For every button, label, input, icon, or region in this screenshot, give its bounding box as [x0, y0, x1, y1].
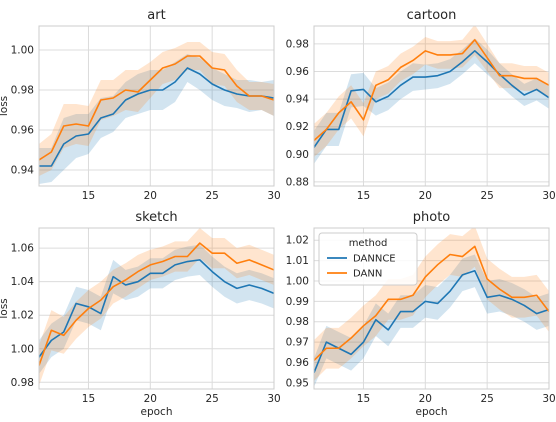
x-tick-label: 25 — [480, 393, 493, 405]
x-tick-label: 20 — [419, 190, 432, 202]
y-tick-label: 1.00 — [11, 45, 34, 57]
x-tick-label: 15 — [357, 190, 370, 202]
y-tick-label: 1.01 — [286, 255, 309, 267]
y-tick-label: 0.94 — [286, 94, 310, 106]
y-tick-label: 0.96 — [286, 357, 310, 369]
y-tick-label: 0.99 — [286, 296, 309, 308]
plot-area — [39, 26, 274, 186]
x-tick-label: 20 — [144, 393, 157, 405]
legend-label-dann: DANN — [353, 269, 382, 280]
x-tick-label: 30 — [267, 190, 280, 202]
panel-title: cartoon — [407, 8, 457, 23]
y-tick-label: 0.97 — [286, 337, 309, 349]
y-tick-label: 0.98 — [286, 38, 309, 50]
x-tick-label: 25 — [480, 190, 493, 202]
y-tick-label: 1.00 — [286, 275, 309, 287]
series-group — [39, 42, 274, 184]
y-tick-label: 0.98 — [286, 316, 309, 328]
series-line-dannce — [314, 269, 549, 374]
y-tick-label: 0.98 — [11, 377, 34, 389]
legend-title: method — [349, 238, 388, 249]
series-line-dann — [39, 242, 274, 366]
panel-photo: 15 20 25 30 0.95 0.96 0.97 0.98 0.99 1.00 1.01 1.02… — [286, 210, 556, 418]
plot-area — [39, 228, 274, 389]
y-tick-label: 1.04 — [11, 276, 35, 288]
y-tick-label: 0.92 — [286, 121, 309, 133]
panel-title: sketch — [135, 210, 177, 225]
x-axis-label: epoch — [141, 406, 173, 418]
y-tick-label: 1.00 — [11, 343, 34, 355]
x-axis-label: epoch — [416, 406, 448, 418]
plot-border — [38, 227, 275, 390]
confidence-band-dannce — [314, 254, 549, 387]
y-tick-label: 0.96 — [11, 125, 35, 137]
series-line-dannce — [39, 67, 274, 167]
confidence-band-dann — [314, 26, 549, 158]
series-group — [314, 228, 549, 387]
confidence-band-dannce — [314, 38, 549, 164]
y-tick-label: 0.96 — [286, 66, 310, 78]
confidence-band-dann — [39, 228, 274, 386]
x-tick-label: 15 — [82, 393, 95, 405]
plot-border — [313, 227, 550, 390]
plot-border — [38, 25, 275, 187]
y-tick-label: 0.98 — [11, 85, 34, 97]
x-tick-label: 30 — [542, 393, 555, 405]
confidence-band-dannce — [39, 54, 274, 184]
panel-title: photo — [413, 210, 451, 225]
y-tick-label: 0.94 — [11, 165, 35, 177]
x-tick-label: 15 — [357, 393, 370, 405]
x-tick-label: 30 — [267, 393, 280, 405]
confidence-band-dann — [314, 228, 549, 381]
series-line-dann — [314, 38, 549, 142]
y-axis-label: loss — [0, 298, 10, 318]
panel-sketch: 15 20 25 30 0.98 1.00 1.02 1.04 1.06 sketch loss ep… — [0, 210, 281, 418]
panel-cartoon: 15 20 25 30 0.88 0.90 0.92 0.94 0.96 0.98 cartoon — [286, 8, 556, 202]
series-line-dann — [314, 245, 549, 362]
confidence-band-dann — [39, 42, 274, 176]
legend: method DANNCE DANN — [318, 232, 418, 286]
series-group — [314, 26, 549, 164]
panel-title: art — [147, 8, 165, 23]
y-tick-label: 0.88 — [286, 176, 309, 188]
series-line-dannce — [314, 50, 549, 148]
y-tick-label: 1.06 — [11, 243, 35, 255]
x-tick-label: 25 — [205, 393, 218, 405]
y-axis-label: loss — [0, 96, 10, 116]
panel-art: 15 20 25 30 0.94 0.96 0.98 1.00 art loss — [0, 8, 281, 202]
plot-border — [313, 25, 550, 187]
x-tick-label: 20 — [419, 393, 432, 405]
series-line-dannce — [39, 259, 274, 358]
x-tick-label: 20 — [144, 190, 157, 202]
y-tick-label: 1.02 — [11, 310, 34, 322]
series-group — [39, 228, 274, 386]
legend-label-dannce: DANNCE — [353, 254, 396, 265]
x-tick-label: 15 — [82, 190, 95, 202]
y-tick-label: 1.02 — [286, 235, 309, 247]
legend-box — [318, 232, 418, 286]
y-tick-label: 0.90 — [286, 149, 309, 161]
x-tick-label: 25 — [205, 190, 218, 202]
x-tick-label: 30 — [542, 190, 555, 202]
series-line-dann — [39, 55, 274, 161]
y-tick-label: 0.95 — [286, 377, 309, 389]
confidence-band-dannce — [39, 244, 274, 374]
